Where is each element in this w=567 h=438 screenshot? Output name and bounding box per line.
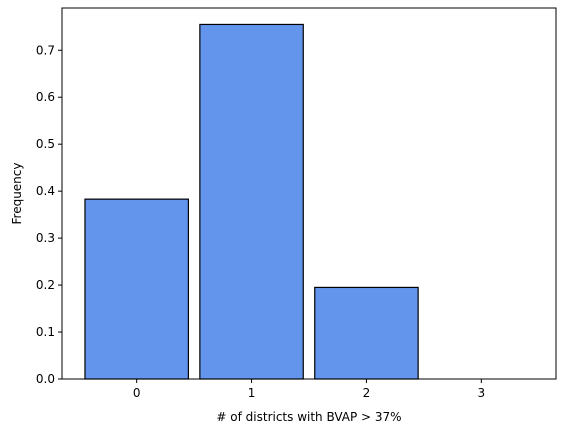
bar-1 <box>199 23 304 380</box>
y-tick-label: 0.3 <box>36 231 55 245</box>
y-tick-label: 0.7 <box>36 43 55 57</box>
y-tick-label: 0.5 <box>36 137 55 151</box>
axes-frame <box>61 7 557 380</box>
y-tick-label: 0.2 <box>36 278 55 292</box>
x-axis-label: # of districts with BVAP > 37% <box>216 410 401 424</box>
y-axis-label: Frequency <box>10 163 24 225</box>
y-tick-label: 0.0 <box>36 372 55 386</box>
y-tick-label: 0.6 <box>36 90 55 104</box>
x-tick-label: 1 <box>248 386 256 400</box>
plot-area <box>61 7 557 380</box>
y-tick-label: 0.4 <box>36 184 55 198</box>
x-axis: 0 1 2 3 <box>133 379 485 400</box>
y-tick-label: 0.1 <box>36 325 55 339</box>
bar-0 <box>84 198 189 380</box>
y-axis: 0.0 0.1 0.2 0.3 0.4 0.5 0.6 0.7 <box>36 43 62 386</box>
bar-2 <box>314 286 419 380</box>
bars-group <box>84 23 419 380</box>
x-tick-label: 2 <box>363 386 371 400</box>
x-tick-label: 0 <box>133 386 141 400</box>
x-tick-label: 3 <box>478 386 486 400</box>
